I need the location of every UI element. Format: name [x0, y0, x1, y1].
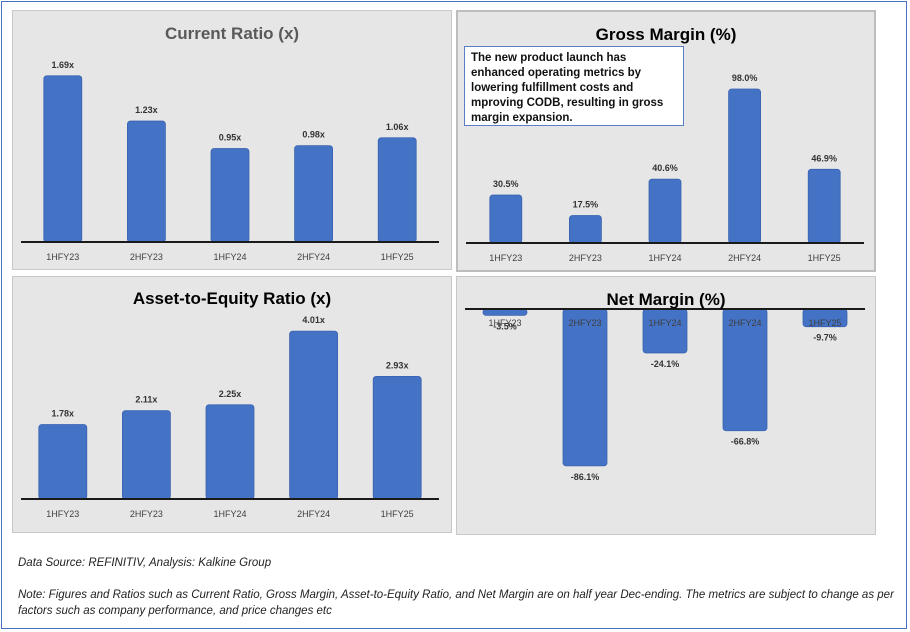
data-label-3: 0.98x: [302, 130, 325, 140]
category-label-1: 2HFY23: [130, 252, 163, 262]
data-label-0: 1.78x: [52, 408, 75, 418]
bar-1: [122, 410, 171, 500]
asset-to-equity-chart: 1.78x 2.11x 2.25x 4.01x 2.93x 1HFY23 2HFY23 1HF…: [12, 276, 452, 533]
bar-1: [127, 120, 166, 243]
data-label-3: 4.01x: [302, 315, 325, 325]
gross-margin-svg: 30.5% 17.5% 40.6% 98.0% 46.9% 1HFY23 2HFY23 1HF…: [466, 25, 864, 263]
category-label-4: 1HFY25: [381, 252, 414, 262]
category-label-0: 1HFY23: [489, 253, 522, 263]
category-label-0: 1HFY23: [46, 252, 79, 262]
data-label-2: 0.95x: [219, 133, 242, 143]
bar-4: [377, 137, 417, 243]
category-label-3: 2HFY24: [297, 252, 330, 262]
bar-4: [807, 168, 841, 244]
data-source-text: Data Source: REFINITIV, Analysis: Kalkin…: [18, 557, 272, 569]
data-label-1: 1.23x: [135, 105, 158, 115]
category-label-1: 2HFY23: [130, 509, 163, 519]
data-label-2: 40.6%: [652, 163, 678, 173]
gross-margin-annotation: The new product launch has enhanced oper…: [464, 46, 684, 126]
footnote-text: Note: Figures and Ratios such as Current…: [18, 589, 894, 617]
bar-3: [289, 330, 339, 500]
data-label-1: 2.11x: [135, 395, 157, 405]
chart-title: Net Margin (%): [607, 290, 726, 309]
data-label-4: -9.7%: [813, 333, 837, 343]
bar-2: [648, 178, 682, 244]
bar-2: [210, 148, 250, 243]
category-label-0: 1HFY23: [488, 318, 521, 328]
category-label-2: 1HFY24: [648, 253, 681, 263]
data-label-2: -24.1%: [651, 359, 680, 369]
asset-to-equity-svg: 1.78x 2.11x 2.25x 4.01x 2.93x 1HFY23 2HFY23 1HF…: [21, 289, 439, 519]
net-margin-svg: -3.5% -86.1% -24.1% -66.8% -9.7% 1HFY23 2HFY23…: [465, 290, 865, 482]
category-label-4: 1HFY25: [381, 509, 414, 519]
data-label-4: 46.9%: [811, 153, 837, 163]
data-label-0: -3.5%: [493, 321, 517, 331]
chart-title: Gross Margin (%): [596, 25, 737, 44]
bar-0: [38, 424, 88, 500]
net-margin-chart: -3.5% -86.1% -24.1% -66.8% -9.7% 1HFY23 2HFY23…: [456, 276, 876, 535]
chart-title: Current Ratio (x): [165, 24, 299, 43]
data-label-4: 1.06x: [386, 122, 409, 132]
bar-1: [569, 215, 602, 244]
data-label-4: 2.93x: [386, 360, 409, 370]
data-label-0: 30.5%: [493, 179, 519, 189]
data-label-1: -86.1%: [571, 472, 600, 482]
data-label-2: 2.25x: [219, 389, 242, 399]
bar-2: [205, 404, 255, 500]
bar-1: [562, 308, 608, 467]
category-label-0: 1HFY23: [46, 509, 79, 519]
data-label-3: -66.8%: [731, 437, 760, 447]
category-label-1: 2HFY23: [568, 318, 601, 328]
category-label-2: 1HFY24: [213, 252, 246, 262]
current-ratio-svg: 1.69x 1.23x 0.95x 0.98x 1.06x 1HFY23 2HFY23 1HF…: [21, 24, 439, 262]
chart-title: Asset-to-Equity Ratio (x): [133, 289, 331, 308]
gross-margin-chart: 30.5% 17.5% 40.6% 98.0% 46.9% 1HFY23 2HFY23 1HF…: [456, 10, 876, 272]
category-label-3: 2HFY24: [728, 318, 761, 328]
bar-4: [372, 375, 422, 500]
data-label-1: 17.5%: [573, 200, 599, 210]
category-label-3: 2HFY24: [728, 253, 761, 263]
bar-3: [294, 145, 334, 243]
category-label-1: 2HFY23: [569, 253, 602, 263]
data-label-3: 98.0%: [732, 73, 758, 83]
data-label-0: 1.69x: [52, 60, 75, 70]
category-label-2: 1HFY24: [213, 509, 246, 519]
category-label-2: 1HFY24: [648, 318, 681, 328]
bar-2: [642, 308, 688, 354]
bar-0: [489, 194, 523, 244]
category-label-3: 2HFY24: [297, 509, 330, 519]
category-label-4: 1HFY25: [808, 253, 841, 263]
category-label-4: 1HFY25: [808, 318, 841, 328]
bar-3: [728, 88, 762, 244]
bar-0: [43, 75, 83, 243]
current-ratio-chart: 1.69x 1.23x 0.95x 0.98x 1.06x 1HFY23 2HFY23 1HF…: [12, 10, 452, 270]
